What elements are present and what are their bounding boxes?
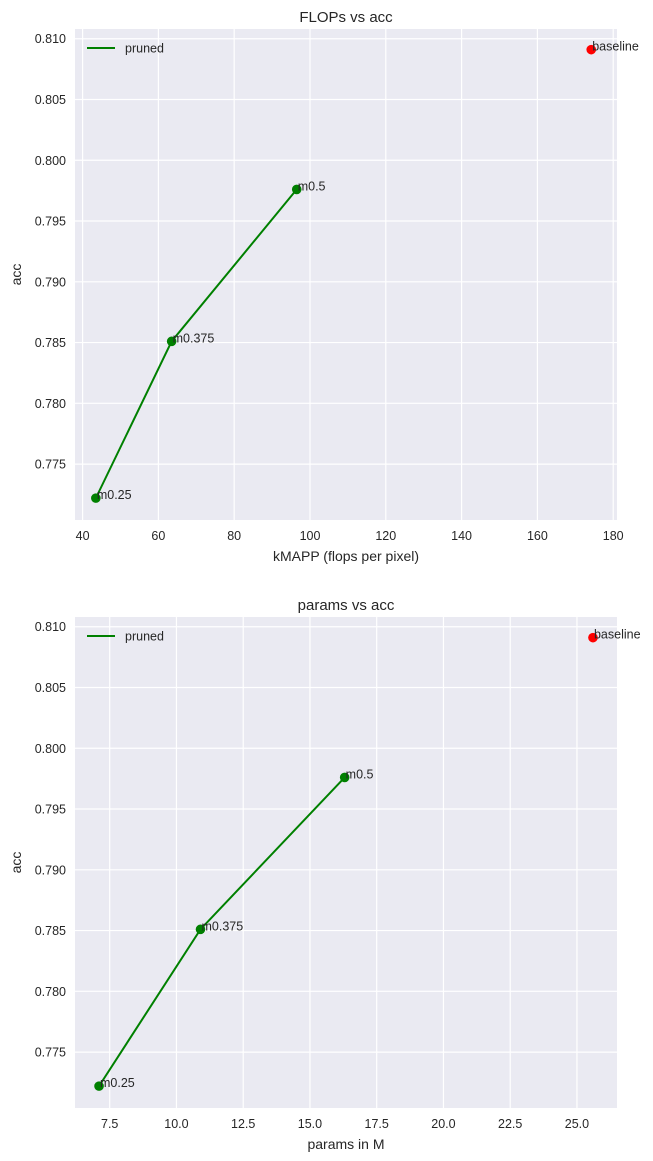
y-tick-label: 0.775 (35, 1046, 66, 1060)
x-tick-label: 80 (227, 529, 241, 543)
x-tick-label: 140 (451, 529, 472, 543)
chart-params-vs-acc: 7.5 10.0 12.5 15.0 17.5 20.0 22.5 25.0 0.775 0.78… (8, 597, 641, 1152)
data-point (91, 493, 101, 503)
data-point (339, 772, 350, 783)
x-axis-label: params in M (307, 1136, 384, 1152)
x-tick-label: 60 (151, 529, 165, 543)
x-tick-label: 40 (76, 529, 90, 543)
x-tick-label: 25.0 (565, 1117, 589, 1131)
legend-label: pruned (125, 630, 164, 644)
chart-flops-vs-acc: 40 60 80 100 120 140 160 180 0.775 0.780 0.785 0.79… (8, 9, 639, 564)
x-tick-label: 20.0 (431, 1117, 455, 1131)
plot-area (75, 29, 617, 520)
y-tick-label: 0.785 (35, 924, 66, 938)
y-axis-label: acc (8, 852, 24, 874)
data-point (291, 184, 302, 195)
data-point-label: m0.25 (100, 1076, 135, 1090)
baseline-label: baseline (592, 40, 639, 54)
data-point-label: m0.25 (97, 488, 132, 502)
y-tick-label: 0.810 (35, 620, 66, 634)
y-tick-label: 0.775 (35, 458, 66, 472)
legend: pruned (87, 42, 164, 56)
data-point-label: m0.5 (298, 179, 326, 193)
y-tick-label: 0.805 (35, 681, 66, 695)
x-tick-label: 15.0 (298, 1117, 322, 1131)
x-tick-label: 120 (375, 529, 396, 543)
y-tick-label: 0.790 (35, 863, 66, 877)
x-tick-label: 100 (300, 529, 321, 543)
baseline-point (586, 44, 597, 55)
data-point (195, 924, 206, 935)
x-tick-label: 7.5 (101, 1117, 118, 1131)
x-tick-label: 22.5 (498, 1117, 522, 1131)
baseline-point (588, 632, 598, 643)
legend-label: pruned (125, 42, 164, 56)
data-point-label: m0.375 (201, 919, 243, 933)
y-tick-label: 0.780 (35, 397, 66, 411)
y-tick-label: 0.795 (35, 215, 66, 229)
y-tick-label: 0.800 (35, 742, 66, 756)
x-tick-label: 160 (527, 529, 548, 543)
y-tick-label: 0.780 (35, 985, 66, 999)
y-tick-label: 0.785 (35, 336, 66, 350)
x-axis-label: kMAPP (flops per pixel) (273, 548, 419, 564)
chart-title: FLOPs vs acc (299, 9, 393, 26)
y-tick-label: 0.800 (35, 154, 66, 168)
plot-area (75, 617, 617, 1108)
y-tick-label: 0.805 (35, 93, 66, 107)
baseline-label: baseline (594, 628, 641, 642)
y-tick-label: 0.795 (35, 803, 66, 817)
data-point-label: m0.375 (173, 331, 215, 345)
chart-title: params vs acc (298, 597, 395, 614)
data-point-label: m0.5 (346, 767, 374, 781)
x-tick-label: 12.5 (231, 1117, 255, 1131)
x-tick-label: 17.5 (365, 1117, 389, 1131)
legend: pruned (87, 630, 164, 644)
y-axis-label: acc (8, 264, 24, 286)
data-point (166, 336, 177, 347)
x-tick-label: 180 (603, 529, 624, 543)
y-tick-label: 0.810 (35, 32, 66, 46)
data-point (94, 1081, 104, 1091)
y-tick-label: 0.790 (35, 275, 66, 289)
x-tick-label: 10.0 (164, 1117, 188, 1131)
